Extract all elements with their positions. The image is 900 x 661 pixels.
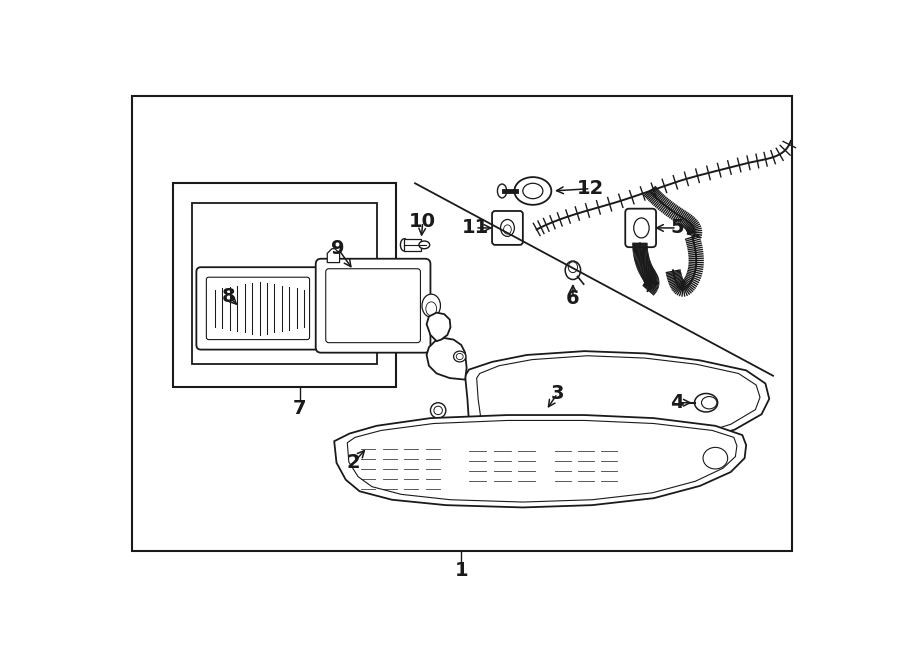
Bar	[192, 202, 376, 364]
Polygon shape	[427, 313, 451, 341]
Ellipse shape	[500, 219, 515, 237]
Ellipse shape	[400, 239, 408, 251]
Ellipse shape	[418, 241, 429, 249]
Ellipse shape	[523, 183, 543, 199]
Ellipse shape	[701, 397, 717, 409]
Polygon shape	[427, 338, 466, 379]
FancyBboxPatch shape	[206, 277, 310, 340]
Ellipse shape	[498, 184, 507, 198]
Ellipse shape	[515, 177, 552, 205]
Ellipse shape	[504, 225, 511, 234]
Ellipse shape	[565, 261, 581, 280]
FancyBboxPatch shape	[196, 267, 320, 350]
Polygon shape	[328, 249, 339, 262]
FancyBboxPatch shape	[492, 211, 523, 245]
Text: 6: 6	[566, 290, 580, 308]
FancyBboxPatch shape	[316, 258, 430, 353]
Polygon shape	[465, 351, 770, 454]
Text: 1: 1	[454, 561, 468, 580]
Text: 5: 5	[670, 218, 684, 237]
Text: 4: 4	[670, 393, 684, 412]
Text: 11: 11	[462, 218, 489, 237]
FancyBboxPatch shape	[626, 209, 656, 247]
Ellipse shape	[454, 351, 466, 362]
Ellipse shape	[568, 262, 578, 272]
Ellipse shape	[434, 407, 443, 414]
Ellipse shape	[426, 302, 436, 316]
Ellipse shape	[456, 354, 464, 360]
Polygon shape	[477, 356, 760, 447]
Bar	[404, 239, 421, 251]
Text: 10: 10	[410, 212, 436, 231]
Ellipse shape	[430, 403, 446, 418]
Text: 3: 3	[551, 384, 564, 403]
Bar	[173, 183, 396, 387]
Text: 12: 12	[577, 179, 604, 198]
Ellipse shape	[695, 393, 717, 412]
Ellipse shape	[634, 218, 649, 238]
Bar	[131, 97, 792, 551]
FancyBboxPatch shape	[326, 269, 420, 342]
Text: 8: 8	[222, 287, 236, 306]
Polygon shape	[347, 420, 737, 502]
Text: 2: 2	[346, 453, 360, 472]
Text: 9: 9	[331, 239, 345, 258]
Text: 7: 7	[292, 399, 306, 418]
Polygon shape	[334, 415, 746, 508]
Ellipse shape	[422, 294, 440, 317]
Ellipse shape	[703, 447, 728, 469]
